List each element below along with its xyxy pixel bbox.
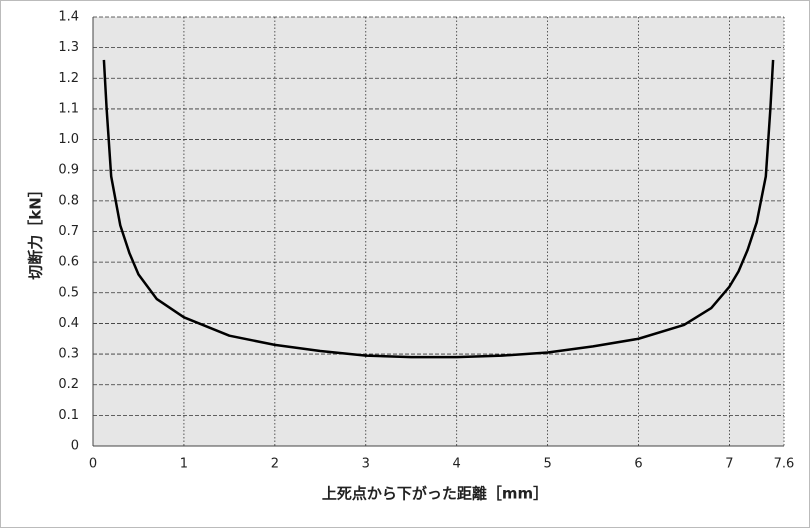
x-tick-label: 1 <box>180 457 188 472</box>
x-tick-label: 7.6 <box>774 457 795 472</box>
y-tick-label: 0.6 <box>58 255 79 270</box>
y-tick-label: 0.4 <box>58 316 79 331</box>
y-tick-label: 0.2 <box>58 377 79 392</box>
y-tick-label: 0.1 <box>58 408 79 423</box>
line-series <box>102 59 775 359</box>
y-axis-title: 切断力［kN］ <box>27 182 45 280</box>
y-tick-label: 1.3 <box>58 40 79 55</box>
x-tick-label: 7 <box>725 457 733 472</box>
x-tick-label: 4 <box>453 457 461 472</box>
x-tick-label: 6 <box>634 457 642 472</box>
x-tick-label: 2 <box>271 457 279 472</box>
x-tick-label: 3 <box>362 457 370 472</box>
y-tick-label: 0.5 <box>58 285 79 300</box>
y-tick-label: 0.7 <box>58 224 79 239</box>
y-tick-label: 1.2 <box>58 71 79 86</box>
y-tick-label: 0.9 <box>58 163 79 178</box>
x-tick-label: 5 <box>543 457 551 472</box>
y-tick-label: 0.8 <box>58 193 79 208</box>
y-tick-label: 1.0 <box>58 132 79 147</box>
x-axis-title: 上死点から下がった距離［mm］ <box>322 485 548 503</box>
y-tick-label: 1.4 <box>58 10 79 25</box>
y-tick-label: 1.1 <box>58 101 79 116</box>
y-tick-label: 0 <box>71 439 79 454</box>
y-tick-label: 0.3 <box>58 347 79 362</box>
x-tick-label: 0 <box>89 457 97 472</box>
